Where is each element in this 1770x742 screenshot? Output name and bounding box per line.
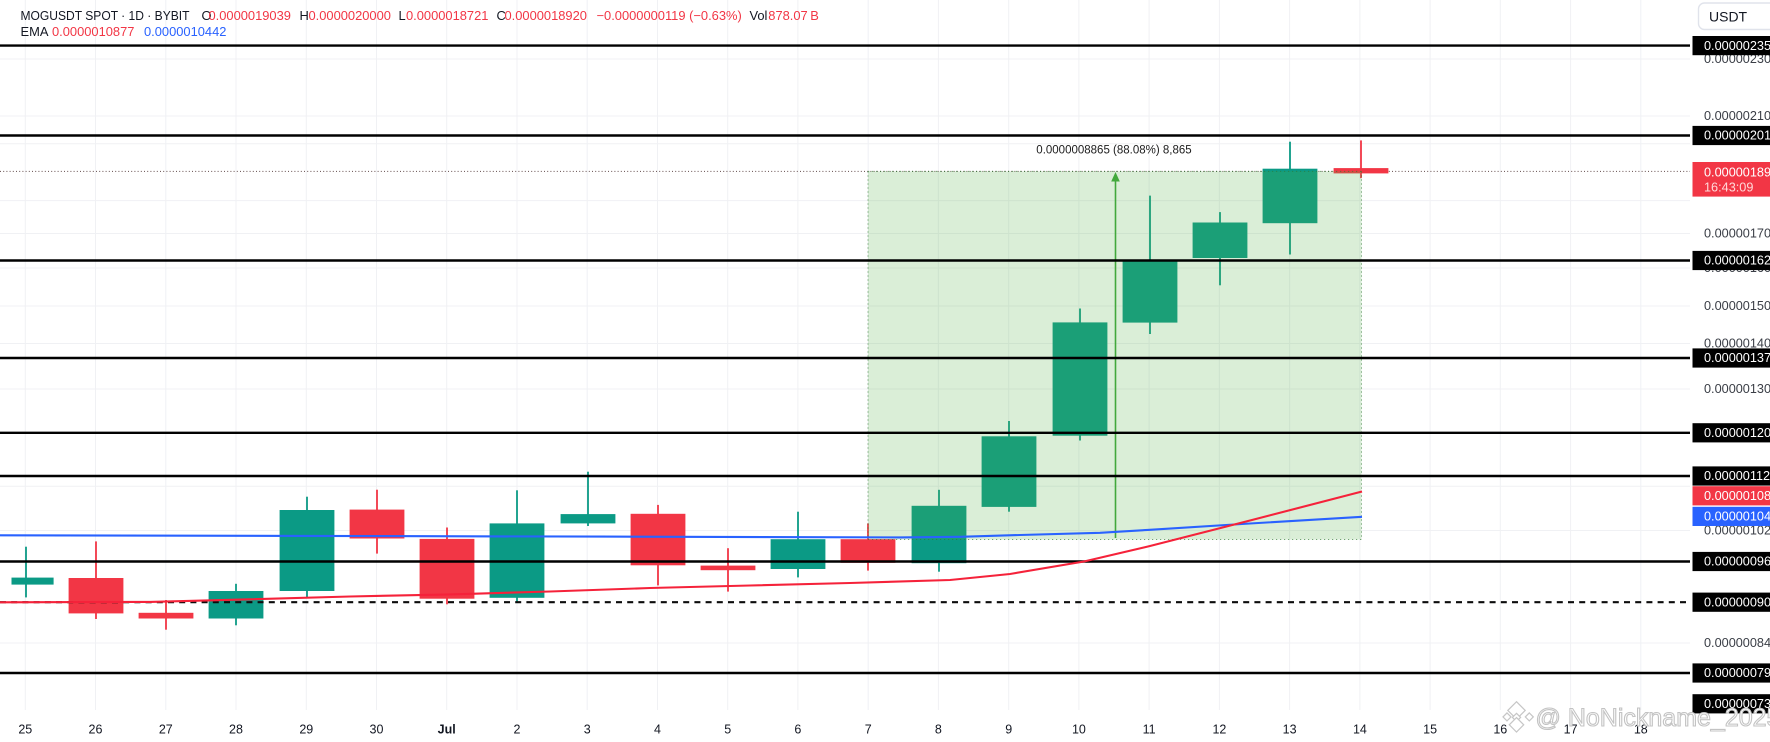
svg-text:0.00000130: 0.00000130 [1704, 382, 1770, 396]
svg-text:EMA: EMA [21, 24, 49, 39]
svg-text:7: 7 [865, 723, 872, 737]
svg-text:@ NoNickname_2025: @ NoNickname_2025 [1536, 704, 1770, 732]
svg-text:0.00000108: 0.00000108 [1704, 489, 1770, 503]
svg-text:14: 14 [1353, 723, 1367, 737]
svg-text:Jul: Jul [438, 723, 456, 737]
svg-text:0.00000084: 0.00000084 [1704, 636, 1770, 650]
svg-text:27: 27 [159, 723, 173, 737]
svg-text:9: 9 [1005, 723, 1012, 737]
svg-text:28: 28 [229, 723, 243, 737]
svg-text:18: 18 [1634, 723, 1648, 737]
svg-text:0.0000019039: 0.0000019039 [209, 8, 291, 23]
svg-text:C: C [497, 8, 506, 23]
svg-text:0.00000230: 0.00000230 [1704, 52, 1770, 66]
svg-text:0.00000090: 0.00000090 [1704, 595, 1770, 609]
svg-text:16:43:09: 16:43:09 [1704, 181, 1753, 195]
svg-text:10: 10 [1072, 723, 1086, 737]
svg-text:11: 11 [1143, 723, 1156, 737]
svg-text:0.00000235: 0.00000235 [1704, 39, 1770, 53]
svg-text:H: H [300, 8, 309, 23]
svg-text:0.00000102: 0.00000102 [1704, 524, 1770, 538]
svg-text:0.00000137: 0.00000137 [1704, 351, 1770, 365]
svg-text:2: 2 [514, 723, 521, 737]
svg-text:0.00000150: 0.00000150 [1704, 299, 1770, 313]
svg-text:13: 13 [1283, 723, 1297, 737]
svg-text:0.00000073: 0.00000073 [1704, 697, 1770, 711]
svg-text:0.00000210: 0.00000210 [1704, 109, 1770, 123]
svg-text:−0.0000000119 (−0.63%): −0.0000000119 (−0.63%) [597, 8, 742, 23]
svg-text:0.00000120: 0.00000120 [1704, 426, 1770, 440]
svg-text:Vol: Vol [750, 8, 768, 23]
svg-text:0.00000201: 0.00000201 [1704, 129, 1770, 143]
svg-text:12: 12 [1212, 723, 1226, 737]
svg-text:878.07 B: 878.07 B [768, 8, 819, 23]
svg-text:0.0000018920: 0.0000018920 [505, 8, 587, 23]
svg-text:0.00000096: 0.00000096 [1704, 555, 1770, 569]
svg-text:29: 29 [299, 723, 313, 737]
svg-text:0.00000162: 0.00000162 [1704, 254, 1770, 268]
svg-text:30: 30 [370, 723, 384, 737]
svg-text:USDT: USDT [1709, 9, 1748, 25]
svg-text:0.0000010442: 0.0000010442 [144, 24, 226, 39]
svg-text:8: 8 [935, 723, 942, 737]
svg-text:0.0000020000: 0.0000020000 [309, 8, 391, 23]
svg-text:5: 5 [724, 723, 731, 737]
svg-text:25: 25 [18, 723, 32, 737]
svg-text:0.0000008865 (88.08%) 8,865: 0.0000008865 (88.08%) 8,865 [1036, 145, 1191, 157]
svg-text:L: L [399, 8, 406, 23]
svg-text:0.00000112: 0.00000112 [1704, 469, 1770, 483]
svg-text:6: 6 [794, 723, 801, 737]
svg-text:O: O [202, 8, 212, 23]
svg-text:17: 17 [1564, 723, 1578, 737]
svg-text:15: 15 [1423, 723, 1437, 737]
svg-text:26: 26 [89, 723, 103, 737]
svg-text:4: 4 [654, 723, 661, 737]
svg-text:0.00000140: 0.00000140 [1704, 337, 1770, 351]
svg-text:0.00000170: 0.00000170 [1704, 227, 1770, 241]
svg-text:0.0000010877: 0.0000010877 [52, 24, 134, 39]
svg-text:0.00000104: 0.00000104 [1704, 510, 1770, 524]
svg-text:MOGUSDT SPOT · 1D · BYBIT: MOGUSDT SPOT · 1D · BYBIT [21, 8, 190, 23]
svg-text:16: 16 [1493, 723, 1507, 737]
svg-text:0.00000189: 0.00000189 [1704, 165, 1770, 179]
svg-text:3: 3 [584, 723, 591, 737]
svg-text:0.00000079: 0.00000079 [1704, 666, 1770, 680]
svg-text:0.0000018721: 0.0000018721 [406, 8, 488, 23]
